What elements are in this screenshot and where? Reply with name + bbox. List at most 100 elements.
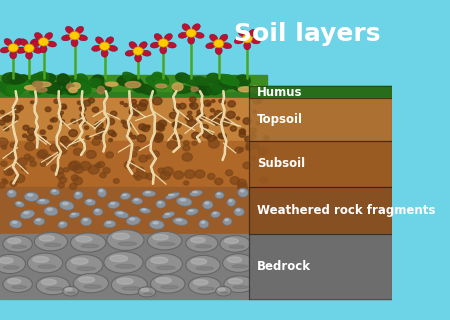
Circle shape — [51, 164, 59, 172]
Bar — [249, 98, 392, 141]
Circle shape — [111, 132, 117, 137]
Ellipse shape — [142, 50, 151, 56]
Circle shape — [169, 112, 177, 119]
Circle shape — [174, 104, 180, 109]
Circle shape — [56, 168, 64, 174]
Ellipse shape — [68, 292, 75, 294]
Ellipse shape — [189, 276, 220, 294]
Ellipse shape — [117, 278, 133, 284]
Ellipse shape — [33, 257, 49, 262]
Ellipse shape — [233, 83, 250, 91]
Ellipse shape — [17, 202, 21, 204]
Ellipse shape — [164, 34, 172, 41]
Circle shape — [88, 165, 99, 174]
Circle shape — [245, 136, 252, 142]
Ellipse shape — [67, 84, 89, 92]
Ellipse shape — [34, 218, 45, 225]
Ellipse shape — [15, 201, 24, 207]
Ellipse shape — [60, 222, 63, 224]
Ellipse shape — [107, 230, 144, 250]
Ellipse shape — [158, 242, 175, 246]
Circle shape — [92, 139, 100, 145]
Ellipse shape — [108, 45, 117, 51]
Ellipse shape — [135, 54, 142, 62]
Bar — [0, 0, 392, 86]
Circle shape — [94, 122, 103, 129]
Circle shape — [2, 115, 10, 121]
Circle shape — [127, 132, 132, 137]
Circle shape — [80, 106, 86, 111]
Bar — [249, 141, 392, 187]
Ellipse shape — [230, 76, 249, 89]
Circle shape — [184, 141, 189, 145]
Ellipse shape — [173, 86, 192, 93]
Circle shape — [106, 152, 113, 158]
Ellipse shape — [156, 278, 171, 283]
Circle shape — [174, 171, 184, 179]
Circle shape — [182, 153, 192, 161]
Text: Soil layers: Soil layers — [234, 22, 380, 46]
Ellipse shape — [34, 74, 55, 85]
Circle shape — [146, 173, 154, 180]
Ellipse shape — [108, 201, 120, 208]
Ellipse shape — [222, 43, 232, 49]
Circle shape — [4, 168, 13, 175]
Ellipse shape — [97, 188, 107, 197]
Ellipse shape — [196, 267, 213, 270]
Circle shape — [246, 145, 252, 150]
Ellipse shape — [188, 36, 195, 44]
Ellipse shape — [71, 83, 81, 89]
Circle shape — [10, 181, 17, 186]
Ellipse shape — [199, 220, 209, 228]
Circle shape — [40, 130, 45, 134]
Ellipse shape — [47, 208, 52, 211]
Ellipse shape — [7, 83, 23, 95]
Ellipse shape — [8, 279, 21, 284]
Ellipse shape — [248, 29, 256, 37]
Circle shape — [260, 177, 267, 183]
Ellipse shape — [3, 236, 32, 252]
Circle shape — [109, 139, 112, 142]
Circle shape — [59, 119, 64, 124]
Circle shape — [208, 139, 219, 148]
Circle shape — [133, 172, 140, 178]
Ellipse shape — [0, 81, 14, 90]
Ellipse shape — [135, 199, 138, 200]
Ellipse shape — [211, 211, 220, 218]
Circle shape — [176, 135, 182, 140]
Ellipse shape — [41, 279, 56, 285]
Ellipse shape — [57, 74, 69, 85]
Circle shape — [230, 126, 236, 131]
Circle shape — [70, 183, 77, 189]
Circle shape — [88, 98, 94, 103]
Circle shape — [250, 134, 256, 139]
Circle shape — [58, 147, 67, 154]
Ellipse shape — [120, 193, 130, 200]
Circle shape — [214, 39, 224, 48]
Ellipse shape — [44, 206, 58, 216]
Ellipse shape — [233, 286, 248, 289]
Ellipse shape — [44, 243, 61, 247]
Circle shape — [4, 180, 8, 184]
Circle shape — [137, 103, 147, 111]
Ellipse shape — [45, 33, 53, 40]
Circle shape — [63, 168, 69, 172]
Ellipse shape — [83, 219, 87, 221]
Circle shape — [94, 136, 99, 139]
Circle shape — [40, 162, 46, 166]
Circle shape — [167, 141, 177, 149]
Ellipse shape — [54, 82, 75, 94]
Circle shape — [24, 154, 31, 160]
Circle shape — [146, 155, 151, 159]
Circle shape — [71, 119, 76, 124]
Circle shape — [225, 170, 233, 176]
Ellipse shape — [216, 77, 228, 85]
Circle shape — [14, 174, 25, 183]
Ellipse shape — [146, 76, 167, 89]
Ellipse shape — [32, 81, 43, 87]
Circle shape — [202, 124, 208, 130]
Circle shape — [99, 135, 104, 140]
Ellipse shape — [96, 84, 111, 92]
Circle shape — [132, 104, 137, 108]
Circle shape — [11, 115, 18, 120]
